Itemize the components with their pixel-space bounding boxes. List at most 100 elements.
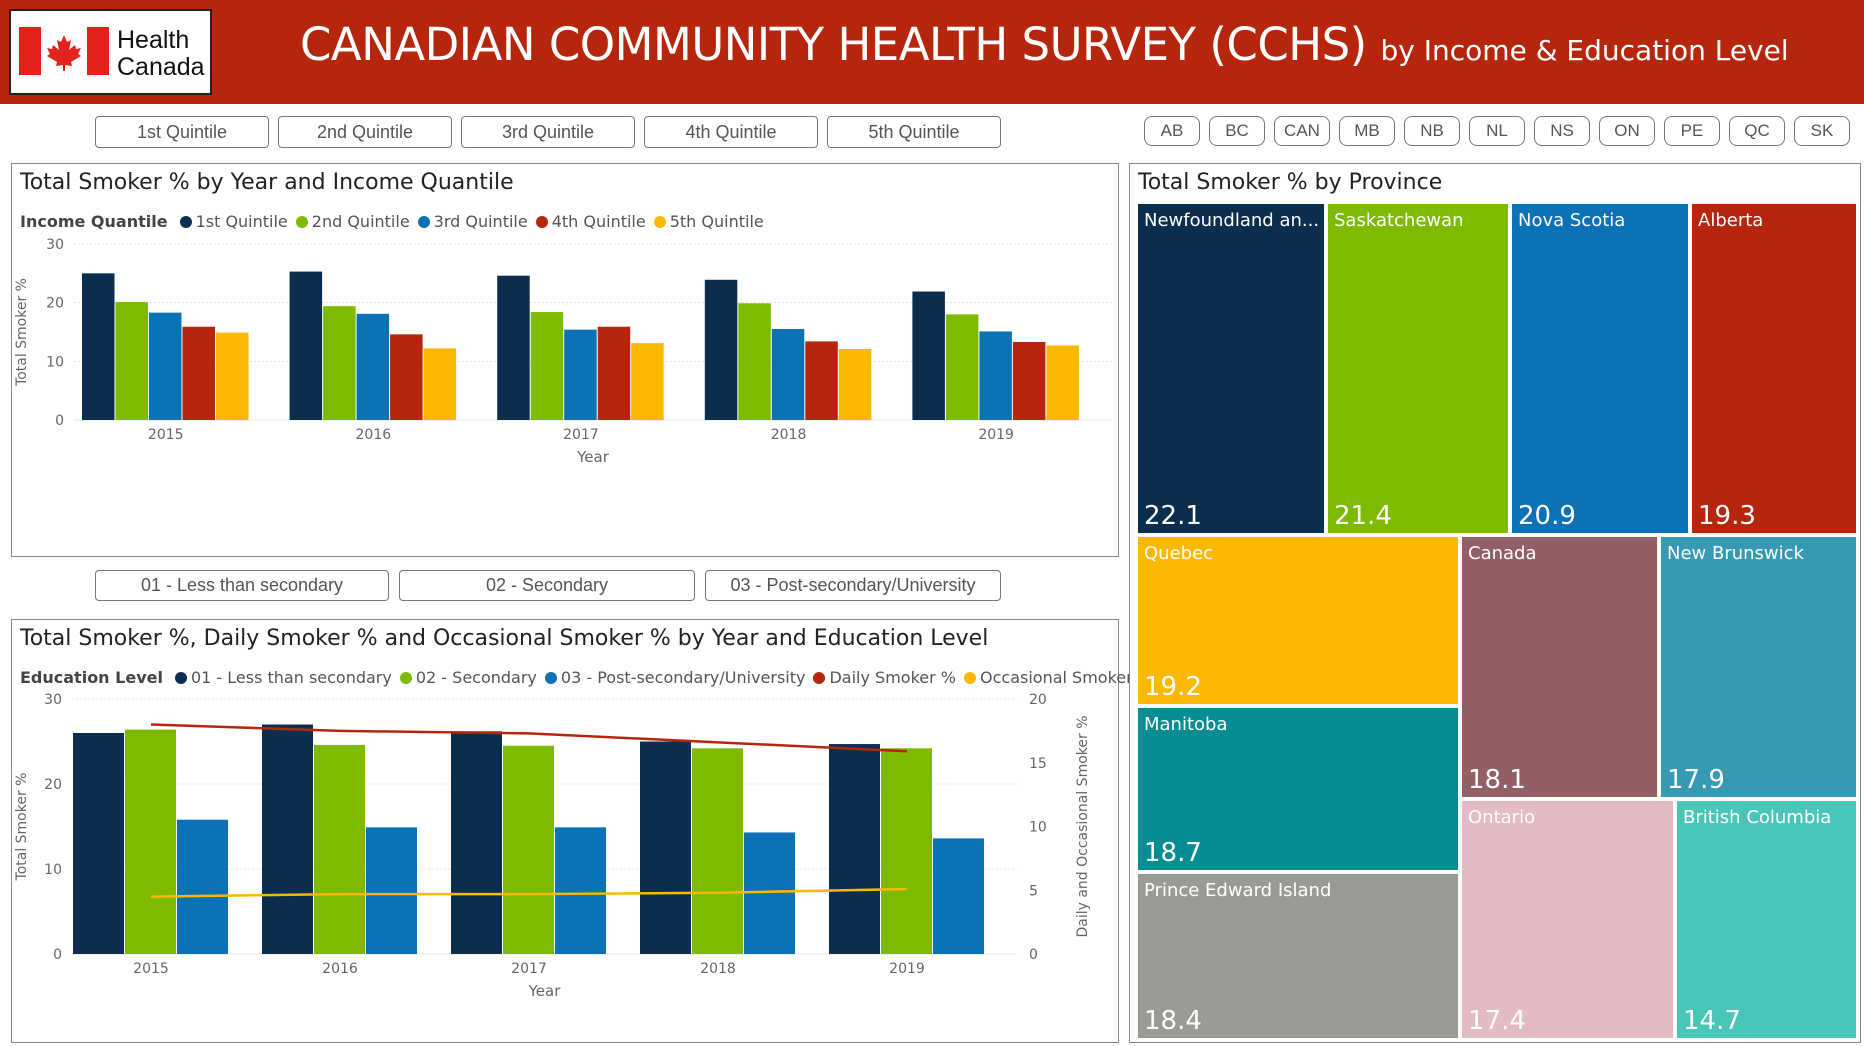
x-tick-label: 2017 (563, 427, 599, 443)
treemap-tile-manitoba[interactable]: Manitoba 18.7 (1136, 706, 1460, 872)
legend-item-q4[interactable]: 4th Quintile (535, 212, 646, 231)
x-axis-label: Year (576, 448, 610, 466)
treemap-tile-ontario[interactable]: Ontario 17.4 (1460, 799, 1675, 1040)
province-button-sk[interactable]: SK (1794, 116, 1850, 146)
bar (125, 729, 176, 954)
tile-value: 18.4 (1144, 1006, 1202, 1036)
bar (356, 313, 390, 420)
province-button-bc[interactable]: BC (1209, 116, 1265, 146)
treemap-tile-quebec[interactable]: Quebec 19.2 (1136, 535, 1460, 706)
tile-value: 19.3 (1698, 501, 1756, 531)
tile-name: Alberta (1698, 210, 1764, 231)
x-tick-label: 2019 (889, 961, 925, 977)
bar (631, 343, 664, 420)
education-button-post-secondary[interactable]: 03 - Post-secondary/University (705, 570, 1001, 601)
legend-label: 1st Quintile (195, 212, 288, 231)
legend-label: 02 - Secondary (415, 668, 537, 687)
legend-label: Daily Smoker % (829, 668, 956, 687)
y-axis-label: Total Smoker % (14, 773, 30, 882)
x-tick-label: 2018 (700, 961, 736, 977)
tile-value: 19.2 (1144, 672, 1202, 702)
tile-value: 20.9 (1518, 501, 1576, 531)
series-line (150, 887, 908, 898)
treemap-tile-prince-edward-island[interactable]: Prince Edward Island 18.4 (1136, 872, 1460, 1040)
province-button-ab[interactable]: AB (1144, 116, 1200, 146)
education-button-less-than-secondary[interactable]: 01 - Less than secondary (95, 570, 389, 601)
bar (451, 731, 502, 954)
province-button-ns[interactable]: NS (1534, 116, 1590, 146)
treemap-tile-new-brunswick[interactable]: New Brunswick 17.9 (1659, 535, 1858, 799)
bar (182, 326, 215, 420)
y-tick-label: 20 (44, 777, 62, 793)
bar (390, 334, 423, 420)
y2-tick-label: 15 (1029, 756, 1047, 772)
tile-value: 18.7 (1144, 838, 1202, 868)
quintile-button-1[interactable]: 1st Quintile (95, 116, 269, 148)
bar (1012, 341, 1046, 420)
province-button-nl[interactable]: NL (1469, 116, 1525, 146)
bar (704, 279, 738, 420)
treemap-tile-nova-scotia[interactable]: Nova Scotia 20.9 (1510, 202, 1690, 535)
treemap-tile-newfoundland[interactable]: Newfoundland an... 22.1 (1136, 202, 1326, 535)
quintile-button-4[interactable]: 4th Quintile (644, 116, 818, 148)
bar (933, 838, 984, 954)
legend-label: 03 - Post-secondary/University (560, 668, 806, 687)
x-tick-label: 2015 (133, 961, 169, 977)
province-treemap-panel: Total Smoker % by Province Newfoundland … (1129, 163, 1861, 1043)
legend-label: 3rd Quintile (433, 212, 528, 231)
legend-item-daily-smoker[interactable]: Daily Smoker % (813, 668, 956, 687)
tile-value: 22.1 (1144, 501, 1202, 531)
legend-item-occasional-smoker[interactable]: Occasional Smoker % (964, 668, 1153, 687)
treemap-tile-saskatchewan[interactable]: Saskatchewan 21.4 (1326, 202, 1510, 535)
bar (912, 291, 945, 420)
treemap-tile-canada[interactable]: Canada 18.1 (1460, 535, 1659, 799)
province-button-qc[interactable]: QC (1729, 116, 1785, 146)
legend-label: Occasional Smoker % (980, 668, 1153, 687)
province-button-can[interactable]: CAN (1274, 116, 1330, 146)
y-tick-label: 0 (53, 947, 62, 963)
y-tick-label: 10 (44, 862, 62, 878)
province-button-pe[interactable]: PE (1664, 116, 1720, 146)
tile-name: British Columbia (1683, 807, 1832, 828)
tile-name: Ontario (1468, 807, 1536, 828)
x-tick-label: 2019 (978, 427, 1014, 443)
x-tick-label: 2018 (771, 427, 807, 443)
province-button-mb[interactable]: MB (1339, 116, 1395, 146)
tile-name: Newfoundland an... (1144, 210, 1320, 231)
tile-name: Canada (1468, 543, 1537, 564)
province-button-on[interactable]: ON (1599, 116, 1655, 146)
treemap-tile-british-columbia[interactable]: British Columbia 14.7 (1675, 799, 1858, 1040)
legend-dot (653, 215, 666, 228)
bar (323, 306, 356, 420)
quintile-button-5[interactable]: 5th Quintile (827, 116, 1001, 148)
province-button-nb[interactable]: NB (1404, 116, 1460, 146)
tile-value: 21.4 (1334, 501, 1392, 531)
legend-item-post-secondary[interactable]: 03 - Post-secondary/University (544, 668, 806, 687)
x-tick-label: 2016 (322, 961, 358, 977)
education-button-secondary[interactable]: 02 - Secondary (399, 570, 695, 601)
legend-item-q1[interactable]: 1st Quintile (179, 212, 288, 231)
province-treemap: Newfoundland an... 22.1 Saskatchewan 21.4 … (1136, 202, 1858, 1040)
treemap-tile-alberta[interactable]: Alberta 19.3 (1690, 202, 1858, 535)
y2-tick-label: 5 (1029, 883, 1038, 899)
bar (115, 302, 148, 420)
y-tick-label: 0 (55, 413, 64, 429)
legend-item-q2[interactable]: 2nd Quintile (295, 212, 410, 231)
legend-item-secondary[interactable]: 02 - Secondary (399, 668, 537, 687)
tile-name: Manitoba (1144, 714, 1228, 735)
logo-line-2: Canada (117, 53, 205, 81)
tile-name: Nova Scotia (1518, 210, 1626, 231)
x-tick-label: 2017 (511, 961, 547, 977)
x-tick-label: 2015 (148, 427, 184, 443)
quintile-button-3[interactable]: 3rd Quintile (461, 116, 635, 148)
legend-item-q5[interactable]: 5th Quintile (653, 212, 764, 231)
legend-item-q3[interactable]: 3rd Quintile (417, 212, 528, 231)
bar (692, 748, 743, 954)
x-tick-label: 2016 (356, 427, 392, 443)
legend-item-less-than-secondary[interactable]: 01 - Less than secondary (174, 668, 392, 687)
y-tick-label: 30 (46, 237, 64, 253)
quintile-button-2[interactable]: 2nd Quintile (278, 116, 452, 148)
bar (82, 273, 115, 420)
canada-flag-icon (19, 27, 109, 75)
